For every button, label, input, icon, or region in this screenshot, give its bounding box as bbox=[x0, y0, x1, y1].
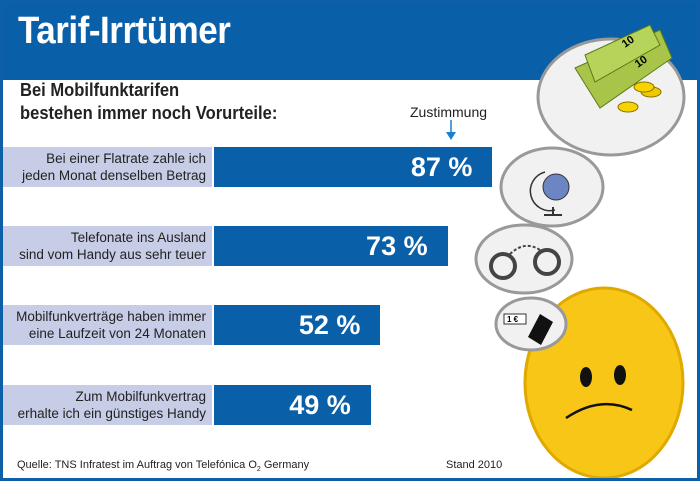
bar-label: Bei einer Flatrate zahle ich jeden Monat … bbox=[3, 147, 212, 187]
arrow-down-icon bbox=[446, 120, 456, 140]
price-tag: 1 € bbox=[507, 315, 519, 324]
bar-label-line: Bei einer Flatrate zahle ich bbox=[46, 151, 206, 166]
bar-label-line: erhalte ich ein günstiges Handy bbox=[17, 406, 206, 421]
bar-label-line: eine Laufzeit von 24 Monaten bbox=[28, 326, 206, 341]
subtitle-line-1: Bei Mobilfunktarifen bbox=[20, 80, 180, 100]
note-value: 10 bbox=[620, 34, 637, 51]
column-label: Zustimmung bbox=[410, 104, 488, 120]
money-icon: 10 10 bbox=[536, 24, 686, 157]
note-value-2: 10 bbox=[633, 54, 650, 71]
handcuffs-icon bbox=[474, 223, 574, 295]
source-text: Quelle: TNS Infratest im Auftrag von Tel… bbox=[17, 459, 257, 471]
bar-label-line: Telefonate ins Ausland bbox=[70, 230, 206, 245]
subtitle-line-2: bestehen immer noch Vorurteile: bbox=[20, 103, 278, 123]
bar-value-label: 49 % bbox=[289, 390, 351, 420]
bar-label: Zum Mobilfunkvertrag erhalte ich ein güns… bbox=[3, 385, 212, 425]
phone-price-icon: 1 € bbox=[494, 296, 568, 352]
bar-label-line: jeden Monat denselben Betrag bbox=[22, 168, 206, 183]
bar-label-line: sind vom Handy aus sehr teuer bbox=[19, 247, 206, 262]
bar-value-label: 73 % bbox=[366, 231, 428, 261]
bar-value-label: 87 % bbox=[410, 152, 473, 182]
bar-label-line: Zum Mobilfunkvertrag bbox=[75, 389, 206, 404]
bar-label: Telefonate ins Ausland sind vom Handy aus… bbox=[3, 226, 212, 266]
bar bbox=[214, 226, 448, 266]
bar-label-line: Mobilfunkverträge haben immer bbox=[16, 309, 206, 324]
source-note: Quelle: TNS Infratest im Auftrag von Tel… bbox=[17, 459, 309, 473]
source-suffix: Germany bbox=[260, 459, 310, 471]
date-note: Stand 2010 bbox=[446, 459, 503, 471]
bar bbox=[214, 147, 493, 187]
globe-icon bbox=[499, 146, 605, 228]
source-subscript: 2 bbox=[256, 466, 261, 474]
bar bbox=[214, 305, 381, 345]
bar bbox=[214, 385, 371, 425]
smiley-sad-icon bbox=[523, 286, 685, 480]
bar-value-label: 52 % bbox=[298, 310, 361, 340]
page-title: Tarif-Irrtümer bbox=[18, 10, 231, 52]
bar-label: Mobilfunkverträge haben immer eine Laufze… bbox=[3, 305, 212, 345]
